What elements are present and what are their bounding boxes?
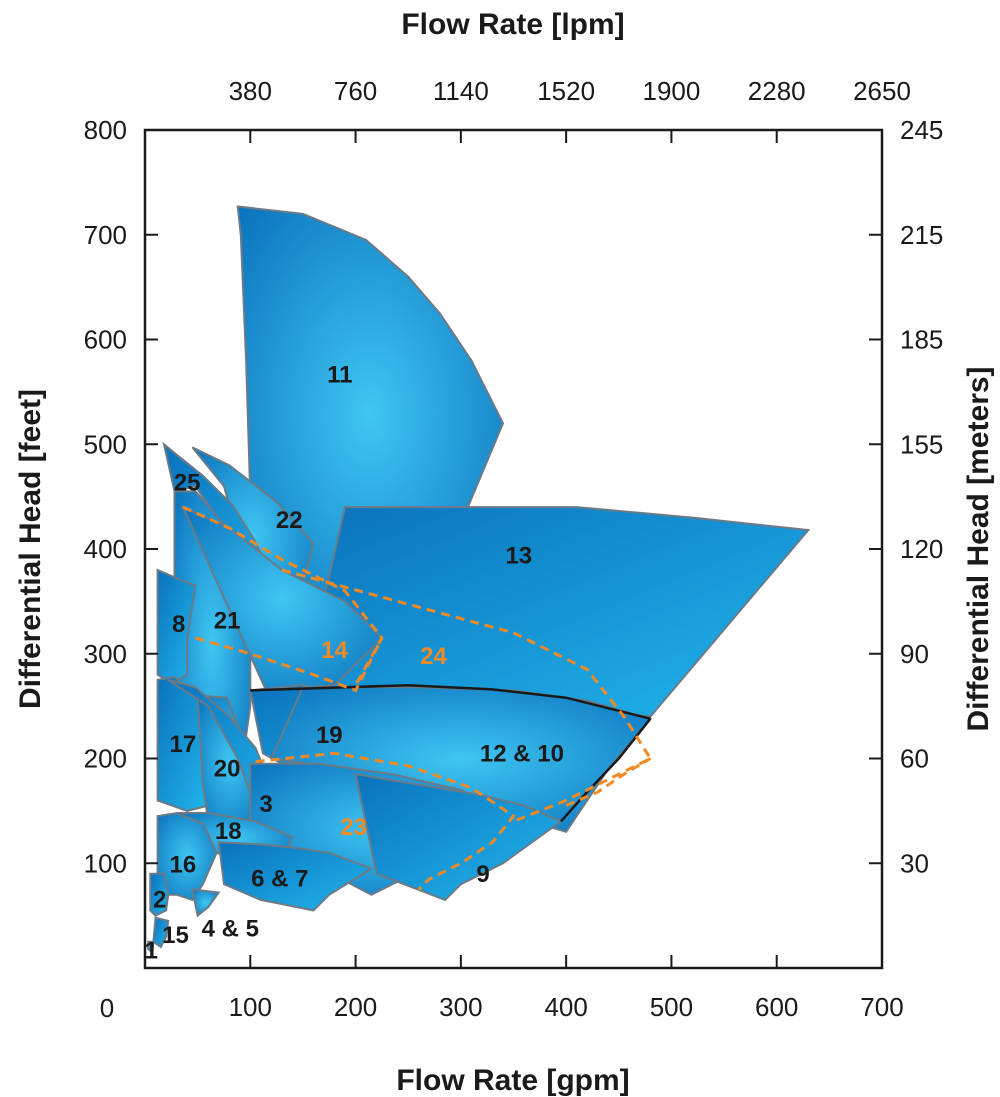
region-label-9: 9 <box>476 861 489 888</box>
y2-tick-label: 245 <box>900 115 943 145</box>
origin-label: 0 <box>100 993 114 1023</box>
region-label-23: 23 <box>340 814 367 841</box>
dashed-boundary-5 <box>255 751 516 891</box>
x2-tick-label: 2650 <box>853 76 911 106</box>
y2-tick-label: 90 <box>900 639 929 669</box>
y-tick-label: 700 <box>84 220 127 250</box>
region-label-24: 24 <box>420 643 447 670</box>
y-tick-label: 200 <box>84 744 127 774</box>
region-label-1: 1 <box>145 938 158 965</box>
y-tick-label: 300 <box>84 639 127 669</box>
y-tick-label: 500 <box>84 429 127 459</box>
pump-regions <box>147 205 811 955</box>
region-6-and-7 <box>217 841 374 912</box>
region-label-19: 19 <box>316 722 343 749</box>
region-label-4-and-5: 4 & 5 <box>202 916 259 943</box>
region-label-6-and-7: 6 & 7 <box>251 865 308 892</box>
x2-tick-label: 1520 <box>537 76 595 106</box>
region-4-and-5 <box>191 888 221 918</box>
dashed-boundary-6 <box>565 757 652 807</box>
x-tick-label: 200 <box>334 992 377 1022</box>
region-label-16: 16 <box>170 852 197 879</box>
x2-tick-label: 1140 <box>433 76 489 106</box>
solid-boundary-0 <box>250 683 651 720</box>
region-label-21: 21 <box>214 608 241 635</box>
x-tick-label: 400 <box>544 992 587 1022</box>
region-15 <box>152 916 170 949</box>
region-label-2: 2 <box>153 886 166 913</box>
x2-tick-label: 760 <box>334 76 377 106</box>
region-9 <box>354 772 563 902</box>
x2-tick-label: 380 <box>229 76 272 106</box>
dashed-boundary-3 <box>195 636 384 693</box>
x-tick-label: 600 <box>755 992 798 1022</box>
solid-boundary-1 <box>559 717 652 823</box>
region-label-8: 8 <box>172 611 185 638</box>
x-tick-label: 100 <box>229 992 272 1022</box>
region-label-22: 22 <box>276 507 303 534</box>
x-tick-label: 300 <box>439 992 482 1022</box>
x2-tick-label: 1900 <box>643 76 701 106</box>
region-label-17: 17 <box>170 731 197 758</box>
region-label-20: 20 <box>214 755 241 782</box>
region-label-14: 14 <box>321 637 348 664</box>
region-8 <box>156 568 197 685</box>
y2-axis-title: Differential Head [meters] <box>962 366 995 731</box>
y2-tick-label: 120 <box>900 534 943 564</box>
region-label-18: 18 <box>215 818 242 845</box>
y2-tick-label: 60 <box>900 744 929 774</box>
y2-tick-label: 185 <box>900 325 943 355</box>
y-tick-label: 100 <box>84 848 127 878</box>
y-axis-title: Differential Head [feet] <box>14 389 47 709</box>
boundary-lines <box>182 505 653 891</box>
y-tick-label: 400 <box>84 534 127 564</box>
dashed-boundary-4 <box>281 568 653 823</box>
x-tick-label: 500 <box>650 992 693 1022</box>
region-2 <box>149 872 170 917</box>
region-label-15: 15 <box>162 922 189 949</box>
y2-tick-label: 155 <box>900 429 943 459</box>
region-1 <box>147 940 155 955</box>
x2-axis-title: Flow Rate [lpm] <box>401 8 624 41</box>
region-label-3: 3 <box>259 791 272 818</box>
x2-tick-label: 2280 <box>748 76 806 106</box>
region-label-11: 11 <box>327 362 352 389</box>
y-tick-label: 600 <box>84 325 127 355</box>
x-axis-title: Flow Rate [gpm] <box>396 1064 629 1097</box>
y2-tick-label: 30 <box>900 848 929 878</box>
region-label-25: 25 <box>174 469 201 496</box>
y2-tick-label: 215 <box>900 220 943 250</box>
region-label-12-and-10: 12 & 10 <box>480 741 564 768</box>
region-label-13: 13 <box>505 543 532 570</box>
x-tick-label: 700 <box>860 992 903 1022</box>
y-tick-label: 800 <box>84 115 127 145</box>
